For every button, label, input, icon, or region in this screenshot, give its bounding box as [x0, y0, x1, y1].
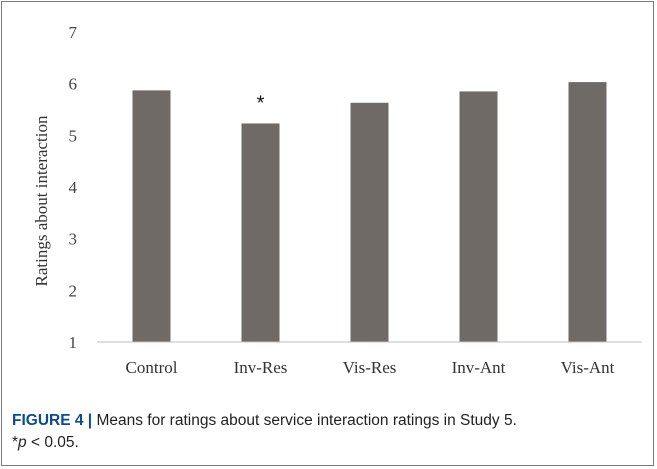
bar-chart: 1 2 3 4 5 6 7 Control Inv-Res Vis-Res Inv-Ant Vis-…	[32, 23, 642, 377]
caption-text: Means for ratings about service interact…	[92, 412, 517, 429]
x-tick-label: Vis-Res	[343, 358, 397, 377]
sig-star: *	[12, 434, 19, 451]
x-tick-label: Inv-Res	[234, 358, 288, 377]
figure-label: FIGURE 4 |	[12, 412, 93, 429]
bar	[132, 90, 171, 342]
figure-caption: FIGURE 4 | Means for ratings about servi…	[12, 410, 642, 454]
x-tick-label: Vis-Ant	[561, 358, 615, 377]
bar	[568, 82, 607, 342]
y-tick-label: 6	[69, 75, 78, 94]
y-tick-label: 4	[69, 178, 78, 197]
y-tick-label: 3	[69, 230, 78, 249]
x-tick-label: Inv-Ant	[452, 358, 506, 377]
sig-rest: < 0.05.	[26, 434, 79, 451]
sig-p: p	[18, 434, 27, 451]
y-tick-label: 7	[69, 23, 78, 42]
y-axis-title: Ratings about interaction	[32, 115, 51, 286]
bar	[459, 91, 498, 343]
y-tick-label: 2	[69, 281, 78, 300]
y-axis-ticks: 1 2 3 4 5 6 7	[69, 23, 78, 352]
y-tick-label: 5	[69, 126, 78, 145]
bar	[350, 102, 389, 343]
bars	[132, 82, 607, 343]
annotations: *	[257, 92, 265, 114]
x-tick-label: Control	[126, 358, 178, 377]
x-axis-labels: Control Inv-Res Vis-Res Inv-Ant Vis-Ant	[126, 358, 615, 377]
significance-marker: *	[257, 92, 265, 114]
bar	[241, 123, 280, 342]
y-tick-label: 1	[69, 333, 78, 352]
